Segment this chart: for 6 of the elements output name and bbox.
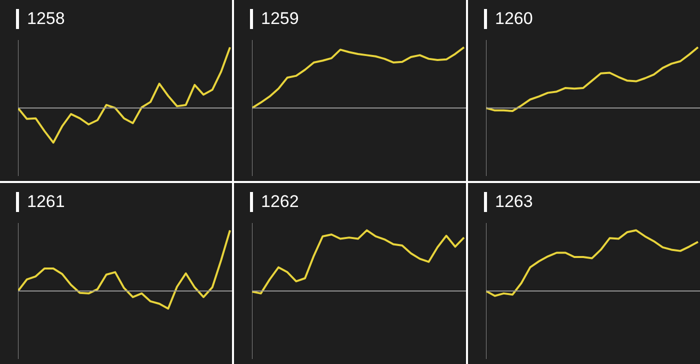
chart-title: 1262 <box>261 192 299 212</box>
chart-title: 1263 <box>495 192 533 212</box>
chart-title: 1258 <box>27 9 65 29</box>
chart-title: 1261 <box>27 192 65 212</box>
chart-title: 1259 <box>261 9 299 29</box>
chart-title: 1260 <box>495 9 533 29</box>
